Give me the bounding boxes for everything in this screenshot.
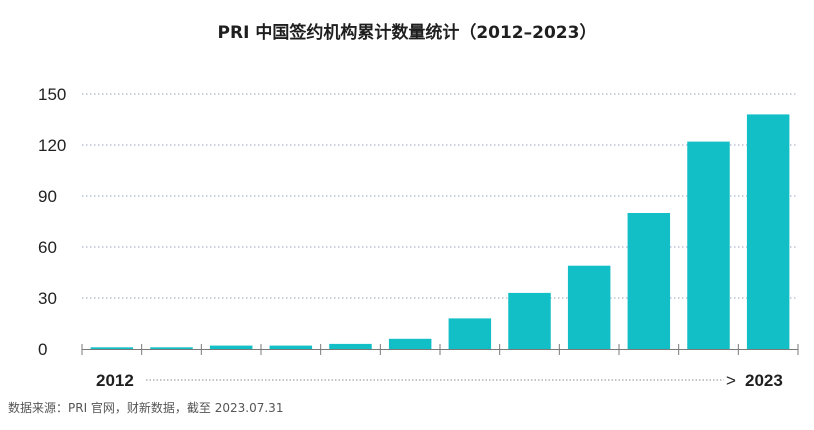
bar-2016 — [329, 343, 372, 349]
bar-2013 — [150, 347, 193, 349]
bar-2017 — [388, 338, 432, 349]
bar-2019 — [508, 292, 551, 349]
bar-2015 — [269, 345, 313, 349]
y-tick-label: 0 — [38, 340, 47, 359]
x-axis-ticks — [81, 344, 799, 355]
bar-2022 — [687, 141, 730, 349]
y-tick-label: 30 — [38, 289, 57, 308]
y-tick-label: 150 — [38, 85, 66, 104]
source-note: 数据来源：PRI 官网，财新数据，截至 2023.07.31 — [8, 400, 283, 415]
chart-title: PRI 中国签约机构累计数量统计（2012–2023） — [218, 22, 597, 43]
y-tick-label: 60 — [38, 238, 57, 257]
y-tick-label: 90 — [38, 187, 57, 206]
bar-2021 — [627, 213, 671, 349]
bar-2014 — [209, 345, 253, 349]
bar-2023 — [746, 114, 790, 350]
x-timeline-arrow-icon: > — [726, 371, 736, 390]
bars — [90, 114, 790, 350]
x-start-year-label: 2012 — [96, 371, 134, 390]
bar-2020 — [567, 265, 611, 349]
bar-2012 — [90, 347, 134, 349]
bar-2018 — [448, 318, 492, 349]
x-end-year-label: 2023 — [745, 371, 783, 390]
y-tick-label: 120 — [38, 136, 66, 155]
y-tick-labels: 0 30 60 90 120 150 — [38, 85, 66, 359]
y-gridlines — [82, 93, 798, 299]
